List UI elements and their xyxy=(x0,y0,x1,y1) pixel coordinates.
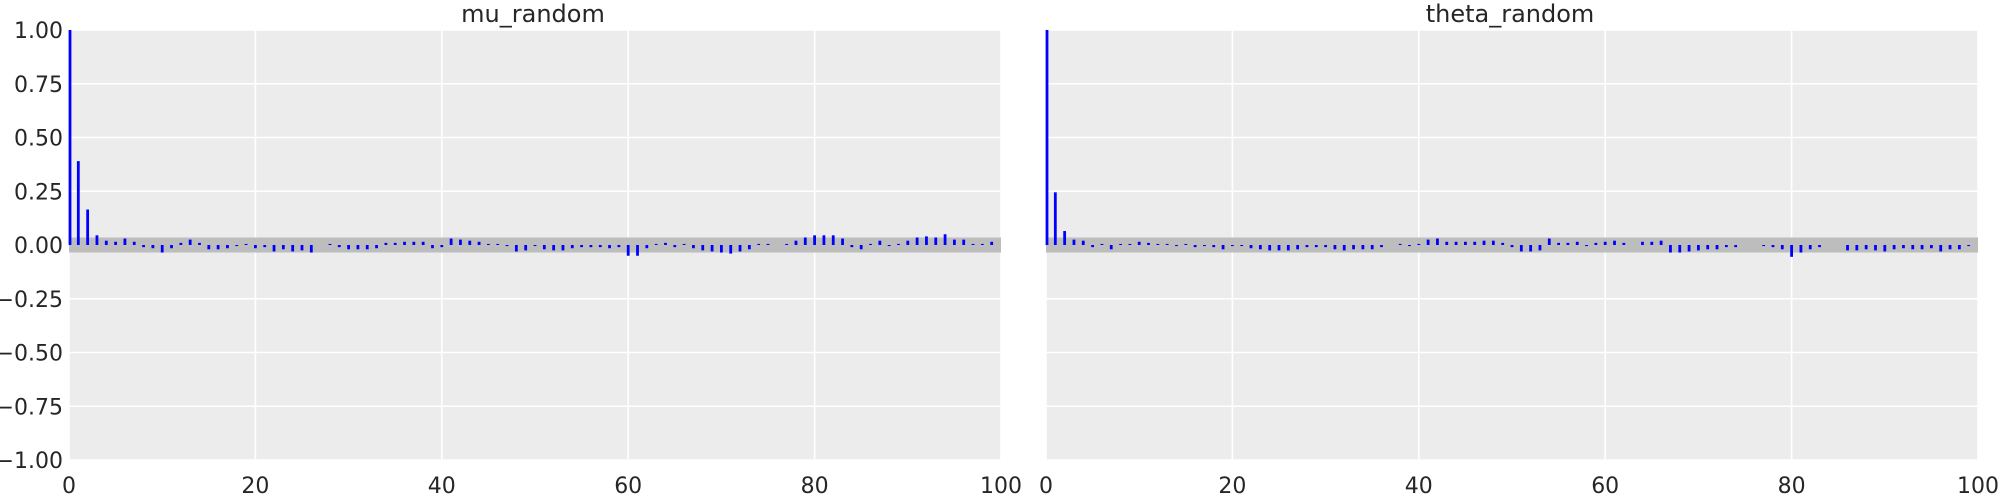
y-tick-label: 0.00 xyxy=(14,234,63,259)
x-tick-label: 100 xyxy=(980,474,1022,499)
y-tick-label: −0.75 xyxy=(0,395,63,420)
x-tick-label: 20 xyxy=(241,474,269,499)
y-tick-label: 0.75 xyxy=(14,73,63,98)
x-tick-label: 60 xyxy=(614,474,642,499)
x-tick-label: 60 xyxy=(1591,474,1619,499)
mu-random-panel: mu_random 0 20 40 60 80 100 1.00 0.75 0.50 0.25 0.… xyxy=(0,0,1022,499)
theta-random-panel: theta_random 0 20 40 60 80 100 xyxy=(1039,0,1999,499)
x-tick-label: 0 xyxy=(62,474,76,499)
y-tick-label: 1.00 xyxy=(14,19,63,44)
panel-title-theta-random: theta_random xyxy=(1426,0,1595,28)
x-tick-label: 40 xyxy=(428,474,456,499)
x-tick-label: 80 xyxy=(1778,474,1806,499)
panel-title-mu-random: mu_random xyxy=(461,0,605,28)
x-tick-label: 80 xyxy=(801,474,829,499)
x-tick-label: 20 xyxy=(1218,474,1246,499)
y-tick-label: 0.50 xyxy=(14,127,63,152)
y-tick-label: 0.25 xyxy=(14,180,63,205)
y-tick-label: −0.50 xyxy=(0,342,63,367)
y-tick-label: −0.25 xyxy=(0,288,63,313)
x-tick-label: 100 xyxy=(1957,474,1999,499)
x-tick-label: 40 xyxy=(1405,474,1433,499)
y-tick-label: −1.00 xyxy=(0,449,63,474)
x-tick-label: 0 xyxy=(1039,474,1053,499)
